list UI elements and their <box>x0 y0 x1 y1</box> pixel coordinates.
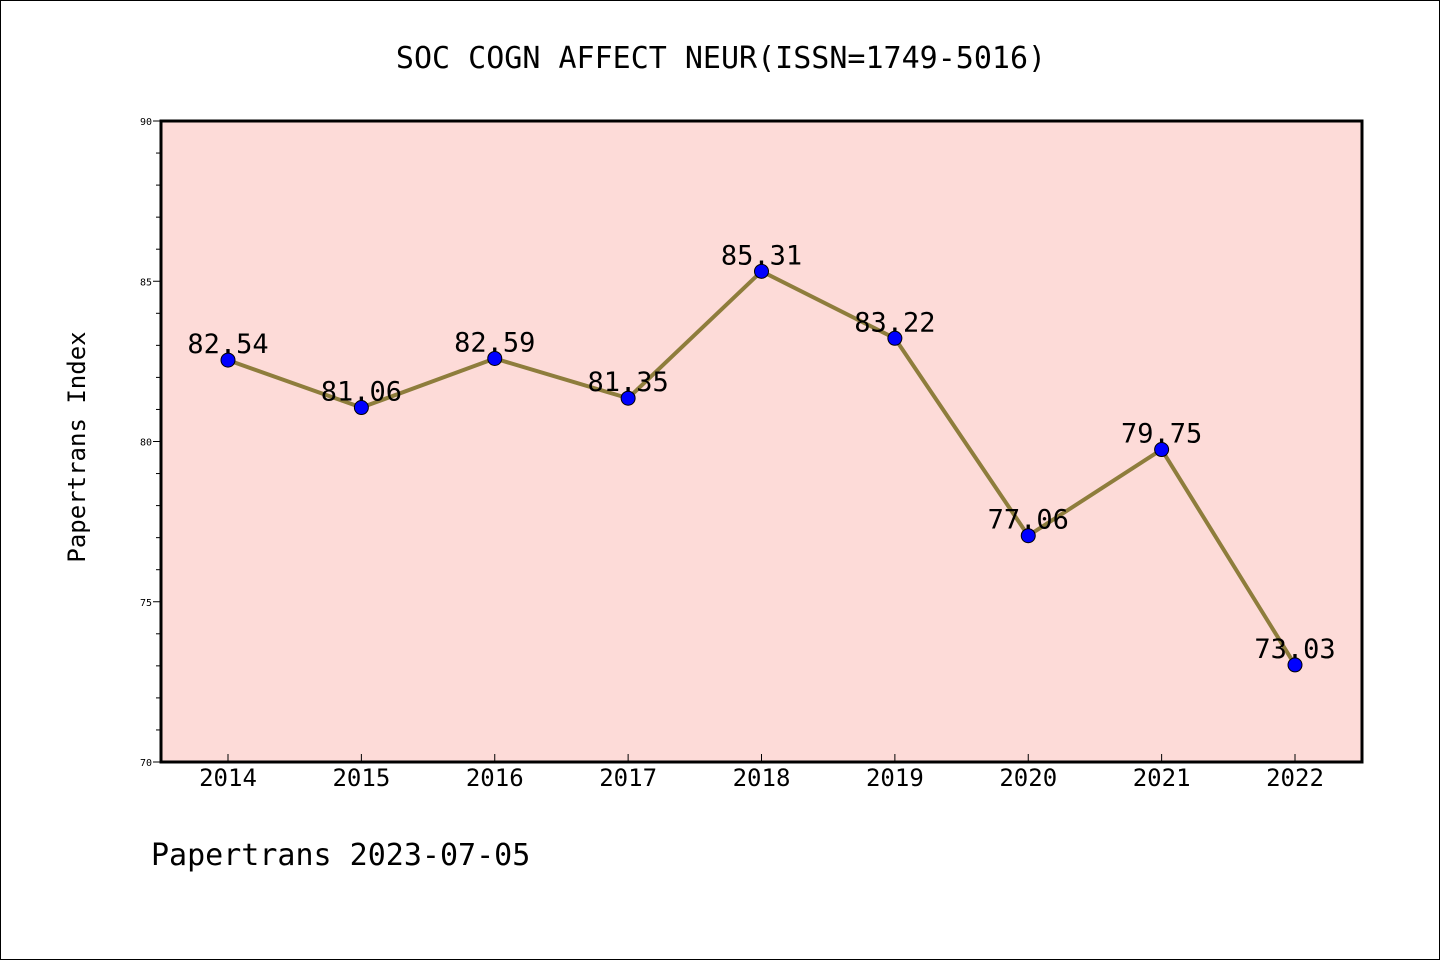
data-point-marker <box>220 352 236 368</box>
data-value-label: 82.59 <box>454 327 535 358</box>
data-point-marker <box>1287 657 1303 673</box>
y-axis-ticks: 70 75 80 85 90 <box>140 117 161 769</box>
y-tick-label: 75 <box>140 598 152 609</box>
data-point-marker <box>620 390 636 406</box>
y-tick-label: 70 <box>140 758 152 769</box>
data-value-label: 85.31 <box>721 240 802 271</box>
x-tick-label: 2014 <box>199 764 257 792</box>
data-value-label: 73.03 <box>1254 634 1335 665</box>
x-tick-label: 2016 <box>466 764 524 792</box>
x-tick-label: 2022 <box>1266 764 1324 792</box>
x-axis-ticks: 2014 2015 2016 2017 2018 2019 2020 2021 2022 <box>199 754 1324 792</box>
footer-text: Papertrans 2023-07-05 <box>151 838 530 873</box>
data-point-marker <box>353 400 369 416</box>
x-tick-label: 2020 <box>999 764 1057 792</box>
y-tick-label: 80 <box>140 438 152 449</box>
series-group: 82.54 81.06 82.59 81.35 85.31 83.22 77.06 79.75… <box>187 240 1336 673</box>
data-value-label: 79.75 <box>1121 419 1202 450</box>
y-tick-label: 90 <box>140 117 152 128</box>
x-tick-label: 2019 <box>866 764 924 792</box>
data-point-marker <box>754 263 769 279</box>
data-value-label: 81.35 <box>587 367 668 398</box>
x-tick-label: 2021 <box>1133 764 1191 792</box>
data-value-label: 82.54 <box>187 329 268 360</box>
data-value-label: 81.06 <box>321 377 402 408</box>
data-value-label: 83.22 <box>854 307 935 338</box>
y-axis-label: Papertrans Index <box>63 331 91 562</box>
chart-title: SOC COGN AFFECT NEUR(ISSN=1749-5016) <box>396 41 1046 76</box>
x-tick-label: 2018 <box>733 764 791 792</box>
plot-area <box>159 119 1364 764</box>
data-point-marker <box>1154 442 1170 458</box>
data-point-marker <box>1020 528 1036 544</box>
y-tick-label: 85 <box>140 277 152 288</box>
x-tick-label: 2015 <box>332 764 390 792</box>
x-tick-label: 2017 <box>599 764 657 792</box>
data-point-marker <box>487 350 503 366</box>
data-value-label: 77.06 <box>988 505 1069 536</box>
data-point-marker <box>887 330 903 346</box>
